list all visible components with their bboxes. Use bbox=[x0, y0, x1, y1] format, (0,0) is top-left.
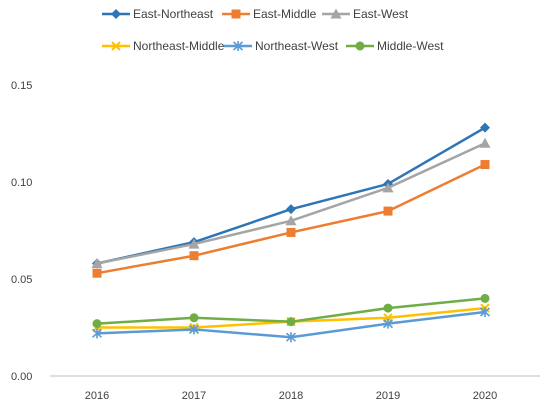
data-point bbox=[92, 268, 102, 278]
x-tick-label: 2019 bbox=[376, 390, 400, 402]
series-east-middle bbox=[92, 160, 490, 278]
data-point bbox=[285, 215, 297, 226]
legend-marker bbox=[231, 9, 241, 19]
data-point bbox=[92, 319, 102, 329]
legend-label: Middle-West bbox=[377, 39, 444, 53]
series-line bbox=[96, 126, 486, 265]
data-point bbox=[286, 317, 296, 327]
legend-item: Middle-West bbox=[346, 39, 444, 53]
y-tick-label: 0.05 bbox=[11, 274, 32, 286]
legend-label: Northeast-West bbox=[255, 39, 339, 53]
y-tick-label: 0.15 bbox=[11, 80, 32, 92]
data-point bbox=[383, 303, 393, 313]
data-point bbox=[382, 318, 394, 329]
data-point bbox=[383, 206, 393, 216]
data-point bbox=[285, 332, 297, 343]
data-point bbox=[188, 238, 200, 249]
series-east-northeast bbox=[92, 122, 490, 269]
data-point bbox=[188, 324, 200, 335]
x-tick-label: 2020 bbox=[473, 390, 497, 402]
data-point bbox=[189, 251, 199, 261]
y-tick-label: 0.10 bbox=[11, 177, 32, 189]
legend: East-Northeast East-Middle East-West Northe… bbox=[102, 7, 444, 53]
axes: 0.00 0.05 0.10 0.15 2016 2017 2018 2019 2020 bbox=[11, 80, 540, 402]
legend-item: Northeast-West bbox=[224, 39, 339, 53]
legend-item: East-Northeast bbox=[102, 7, 214, 21]
data-point bbox=[480, 122, 490, 133]
x-tick-label: 2016 bbox=[85, 390, 109, 402]
legend-item: Northeast-Middle bbox=[102, 39, 225, 53]
legend-label: East-Northeast bbox=[133, 7, 214, 21]
data-point bbox=[286, 204, 296, 215]
data-point bbox=[189, 313, 199, 323]
legend-label: Northeast-Middle bbox=[133, 39, 225, 53]
data-point bbox=[480, 160, 490, 170]
data-point bbox=[480, 293, 490, 303]
data-point bbox=[91, 328, 103, 339]
legend-item: East-West bbox=[322, 7, 409, 21]
x-tick-label: 2018 bbox=[279, 390, 303, 402]
series-northeast-west bbox=[91, 306, 491, 343]
legend-item: East-Middle bbox=[222, 7, 317, 21]
legend-label: East-Middle bbox=[253, 7, 317, 21]
series-middle-west bbox=[92, 293, 490, 329]
legend-marker bbox=[111, 9, 121, 19]
legend-marker bbox=[330, 8, 342, 19]
data-point bbox=[382, 182, 394, 193]
y-tick-label: 0.00 bbox=[11, 371, 32, 383]
series-east-west bbox=[91, 137, 491, 268]
data-point bbox=[91, 257, 103, 268]
legend-marker bbox=[232, 41, 244, 51]
series-group bbox=[91, 122, 491, 343]
legend-marker bbox=[111, 41, 121, 51]
data-point bbox=[479, 306, 491, 317]
legend-marker bbox=[355, 41, 365, 51]
legend-label: East-West bbox=[353, 7, 409, 21]
data-point bbox=[286, 227, 296, 237]
data-point bbox=[479, 137, 491, 148]
x-tick-label: 2017 bbox=[182, 390, 206, 402]
